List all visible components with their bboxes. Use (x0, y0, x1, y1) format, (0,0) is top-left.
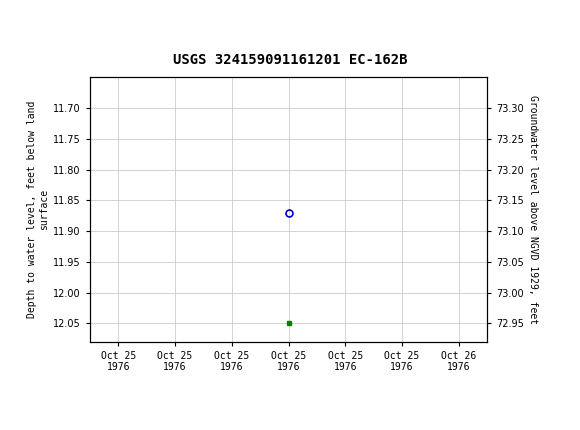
Text: ≈USGS: ≈USGS (7, 7, 78, 25)
Y-axis label: Depth to water level, feet below land
surface: Depth to water level, feet below land su… (27, 101, 49, 318)
Y-axis label: Groundwater level above NGVD 1929, feet: Groundwater level above NGVD 1929, feet (528, 95, 538, 324)
Text: ≡USGS: ≡USGS (12, 7, 77, 25)
Text: USGS 324159091161201 EC-162B: USGS 324159091161201 EC-162B (173, 52, 407, 67)
